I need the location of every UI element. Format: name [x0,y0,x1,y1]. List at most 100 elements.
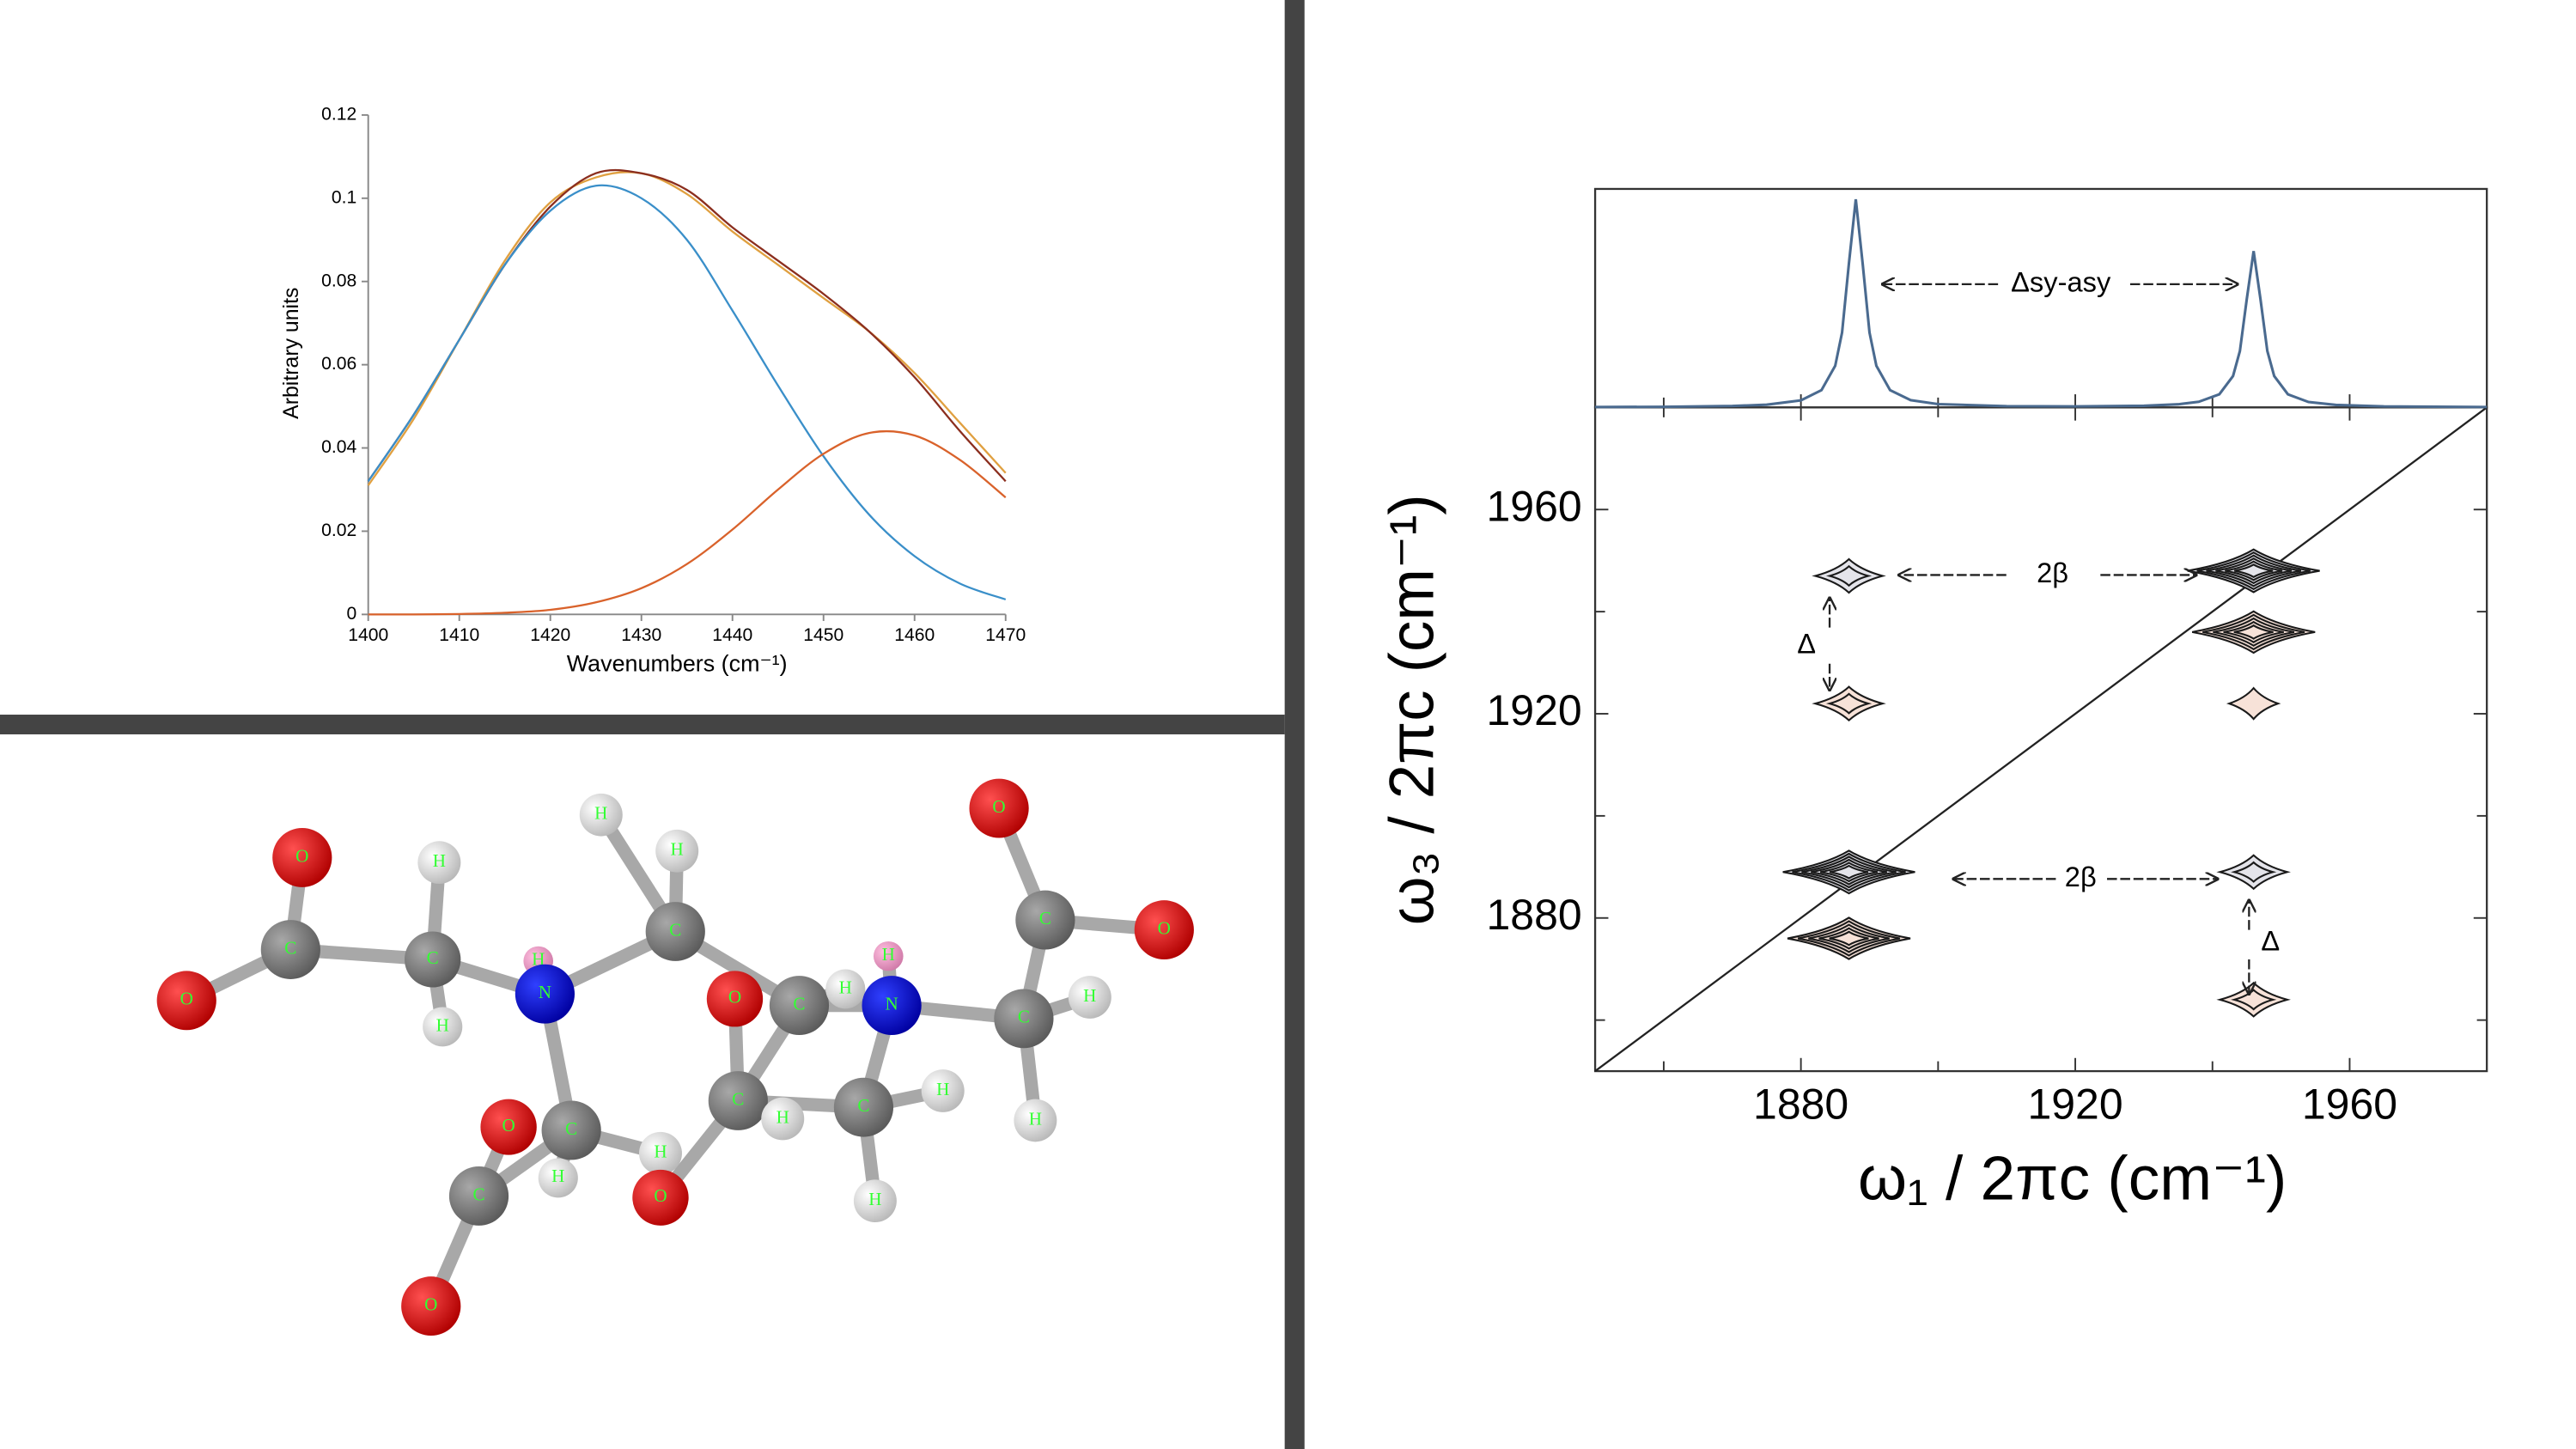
y-axis-label: ω₃ / 2πc (cm⁻¹) [1378,494,1447,925]
atom [579,793,623,837]
atom-label: H [936,1079,949,1099]
y-tick-label: 0.1 [332,187,356,207]
x-tick-label: 1960 [2302,1080,2397,1128]
y-tick-label: 0.02 [321,521,356,540]
atom [921,1069,965,1112]
atom [515,964,575,1024]
atom-label: O [654,1185,667,1206]
atom [1068,976,1111,1019]
x-tick-label: 1460 [894,625,935,645]
atom [632,1169,689,1226]
annotation: Δ [2261,925,2280,957]
atom-label: C [857,1095,869,1116]
x-tick-label: 1470 [985,625,1026,645]
annotation: 2β [2065,861,2097,892]
annotation: 2β [2037,557,2068,588]
atom [401,1276,461,1336]
x-tick-label: 1430 [621,625,661,645]
contour-level [2234,563,2274,579]
atom-label: O [728,987,741,1008]
contour-level [2231,861,2277,883]
atom [969,778,1029,838]
contour-level [1825,564,1873,588]
top-panel-frame [1593,187,2488,409]
atom-label: H [594,803,607,824]
atom [480,1099,537,1155]
atom [706,971,764,1027]
spectrum-line [1595,198,2488,409]
line-series [368,429,1007,616]
x-tick-label: 1920 [2027,1080,2122,1128]
atom-label: H [1083,985,1096,1006]
panel-divider [1284,0,1305,1449]
atom [708,1071,768,1130]
contour-level [2226,686,2281,721]
atom-label: O [1158,917,1171,938]
atom [1134,900,1194,960]
atom [541,1100,601,1160]
atom [538,1158,578,1198]
panel-divider [0,715,1285,734]
atom [862,976,922,1035]
x-tick-label: 1450 [803,625,843,645]
contour-level [1829,864,1869,880]
atom [1015,890,1075,950]
y-tick-label: 0.06 [321,354,356,374]
x-tick-label: 1880 [1753,1080,1848,1128]
atom-label: C [669,919,681,940]
atom [260,920,320,979]
atom [994,989,1054,1049]
atom-label: O [992,796,1005,817]
atom-label: O [180,989,193,1009]
atom [638,1131,682,1175]
y-tick-label: 0.04 [321,437,356,457]
annotation: Δ [1797,627,1816,659]
atom-label: C [1039,908,1051,928]
y-axis-label: Arbitrary units [279,288,303,419]
x-tick-label: 1440 [712,625,752,645]
atom [873,941,904,971]
contour-level [1825,692,1873,715]
atom-label: C [1018,1007,1030,1027]
atom [1014,1099,1057,1142]
spectrum-fit-chart: Wavenumbers (cm⁻¹) Arbitrary units 0 0.02… [279,104,1026,676]
atom-label: O [424,1294,437,1314]
atom [272,828,332,887]
x-tick-label: 1420 [530,625,570,645]
atom-label: C [284,937,296,958]
atom-label: H [433,850,446,871]
atom-label: H [1029,1108,1042,1129]
diagonal [1594,406,2488,1072]
atom-label: N [539,982,551,1002]
atom [423,1007,463,1047]
line-series [367,171,1007,486]
contour-level [2233,624,2274,640]
atom [655,829,699,873]
y-tick-label: 1960 [1487,482,1582,530]
annotation: Δsy-asy [2011,266,2111,298]
atom-label: O [295,845,308,866]
atom [448,1166,509,1226]
x-tick-label: 1400 [348,625,388,645]
y-tick-label: 0.08 [321,271,356,290]
atom [156,971,216,1031]
line-series [367,184,1007,600]
x-tick-label: 1410 [439,625,479,645]
atom [417,841,461,885]
atom [833,1077,894,1137]
atom [853,1179,897,1223]
x-axis-label: ω₁ / 2πc (cm⁻¹) [1858,1144,2287,1214]
atom-label: C [793,993,805,1014]
atom [645,902,705,961]
atom-label: H [436,1014,449,1035]
y-tick-label: 1920 [1487,686,1582,734]
atom-label: C [427,947,439,968]
atom-label: H [868,1189,881,1209]
y-tick-label: 1880 [1487,891,1582,939]
atom-label: H [551,1166,564,1186]
atom-label: C [565,1118,577,1139]
atom-label: N [885,993,898,1014]
